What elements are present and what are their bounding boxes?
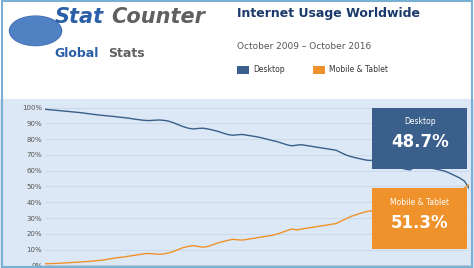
Text: Internet Usage Worldwide: Internet Usage Worldwide <box>237 7 420 20</box>
Text: 48.7%: 48.7% <box>391 133 448 151</box>
Text: Desktop: Desktop <box>404 117 436 126</box>
Text: Stats: Stats <box>108 47 145 60</box>
Text: Mobile & Tablet: Mobile & Tablet <box>329 65 388 74</box>
Text: Mobile & Tablet: Mobile & Tablet <box>390 198 449 207</box>
Text: October 2009 – October 2016: October 2009 – October 2016 <box>237 42 371 51</box>
Text: Stat: Stat <box>55 7 104 27</box>
FancyBboxPatch shape <box>372 188 467 249</box>
Text: 51.3%: 51.3% <box>391 214 448 232</box>
Text: Global: Global <box>55 47 99 60</box>
Text: Counter: Counter <box>111 7 205 27</box>
FancyBboxPatch shape <box>372 108 467 169</box>
Text: Desktop: Desktop <box>254 65 285 74</box>
